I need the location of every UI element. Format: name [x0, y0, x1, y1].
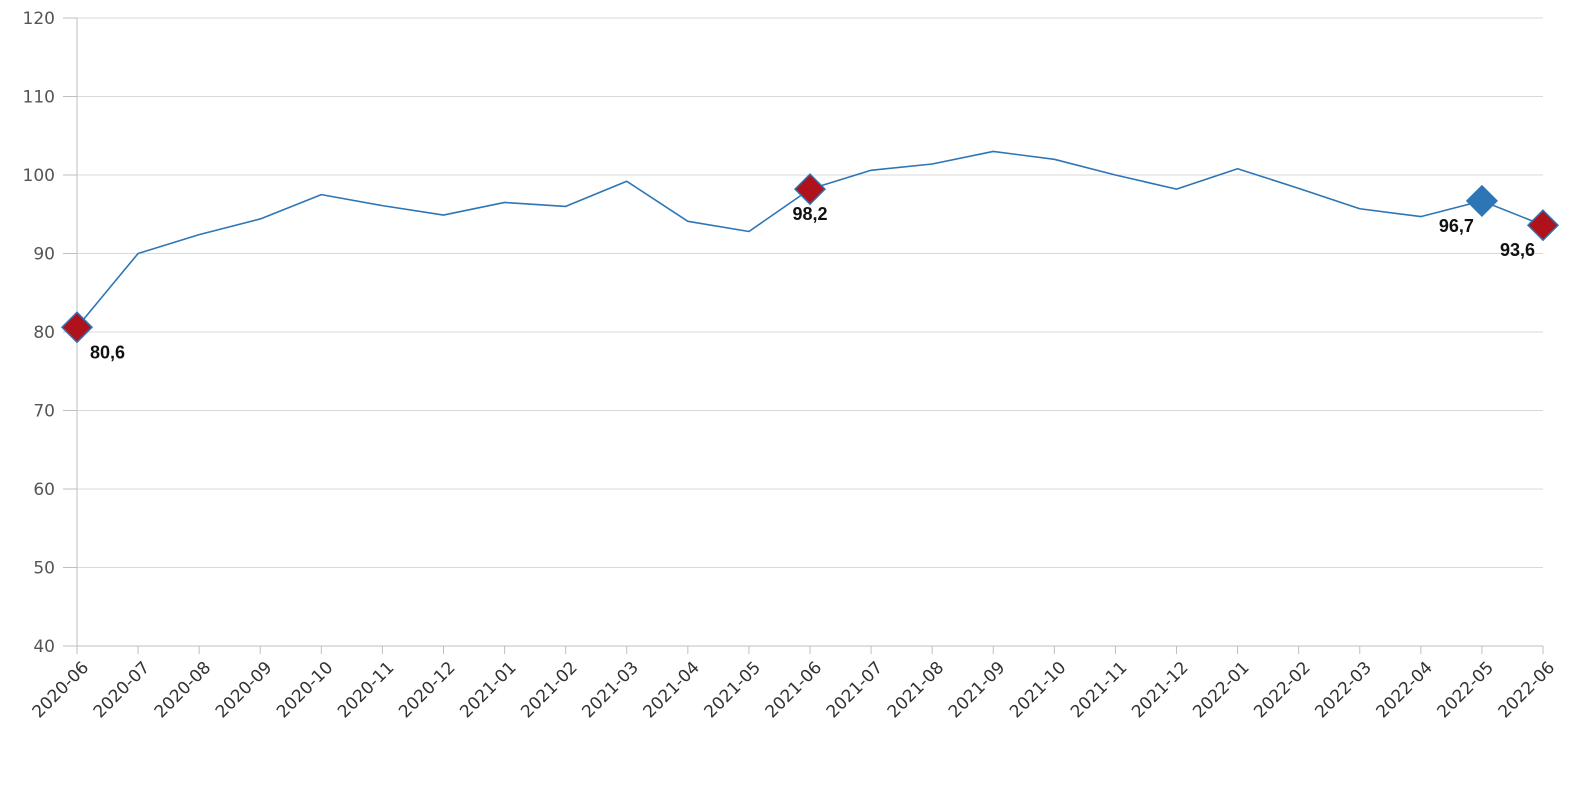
y-tick-label: 80 [33, 323, 55, 343]
diamond-marker-2022-06 [1526, 209, 1560, 242]
data-labels: 80,6 98,2 96,7 93,6 [90, 204, 1535, 362]
x-tick-label-2021-10: 2021-10 [1006, 658, 1070, 722]
highlight-markers [60, 173, 1560, 344]
grid-lines [77, 17, 1543, 568]
x-tick-label-2022-03: 2022-03 [1311, 658, 1375, 722]
x-tick-label-2020-10: 2020-10 [273, 658, 337, 722]
x-tick-label-2021-03: 2021-03 [578, 658, 642, 722]
x-axis-tick-labels: 2020-062020-072020-082020-092020-102020-… [29, 658, 1559, 722]
data-label-2021-06: 98,2 [792, 204, 827, 224]
x-tick-label-2021-02: 2021-02 [517, 658, 581, 722]
x-tick-label-2022-05: 2022-05 [1434, 658, 1498, 722]
x-tick-label-2022-01: 2022-01 [1189, 658, 1253, 722]
x-tick-label-2021-06: 2021-06 [762, 658, 826, 722]
x-tick-label-2021-04: 2021-04 [639, 658, 703, 722]
data-label-2022-06: 93,6 [1500, 240, 1535, 260]
data-label-2022-05: 96,7 [1439, 216, 1474, 236]
x-tick-label-2022-02: 2022-02 [1250, 658, 1314, 722]
x-tick-label-2021-12: 2021-12 [1128, 658, 1192, 722]
y-axis-tick-labels: 40 50 60 70 80 90 100 110 120 [23, 9, 55, 657]
y-tick-label: 110 [23, 88, 55, 108]
x-tick-label-2021-09: 2021-09 [945, 658, 1009, 722]
x-tick-label-2022-06: 2022-06 [1495, 658, 1559, 722]
data-label-2020-06: 80,6 [90, 342, 125, 362]
x-tick-label-2021-01: 2021-01 [456, 658, 520, 722]
x-tick-label-2021-05: 2021-05 [701, 658, 765, 722]
y-tick-label: 100 [23, 166, 55, 186]
y-tick-label: 120 [23, 9, 55, 29]
x-tick-label-2021-07: 2021-07 [823, 658, 887, 722]
y-tick-label: 70 [33, 402, 55, 422]
axes [63, 17, 1544, 654]
x-tick-label-2022-04: 2022-04 [1372, 658, 1436, 722]
diamond-marker-2020-06 [60, 311, 94, 344]
x-tick-label-2020-08: 2020-08 [151, 658, 215, 722]
x-tick-label-2020-06: 2020-06 [29, 658, 93, 722]
x-tick-label-2021-11: 2021-11 [1067, 658, 1131, 722]
y-tick-label: 50 [33, 559, 55, 579]
x-tick-label-2020-12: 2020-12 [395, 658, 459, 722]
x-tick-label-2021-08: 2021-08 [884, 658, 948, 722]
x-tick-label-2020-07: 2020-07 [90, 658, 154, 722]
x-tick-label-2020-11: 2020-11 [334, 658, 398, 722]
y-tick-label: 60 [33, 480, 55, 500]
x-tick-label-2020-09: 2020-09 [212, 658, 276, 722]
y-tick-label: 90 [33, 245, 55, 265]
diamond-marker-2022-05 [1465, 184, 1498, 217]
diamond-marker-2021-06 [793, 173, 827, 206]
y-tick-label: 40 [33, 637, 55, 657]
